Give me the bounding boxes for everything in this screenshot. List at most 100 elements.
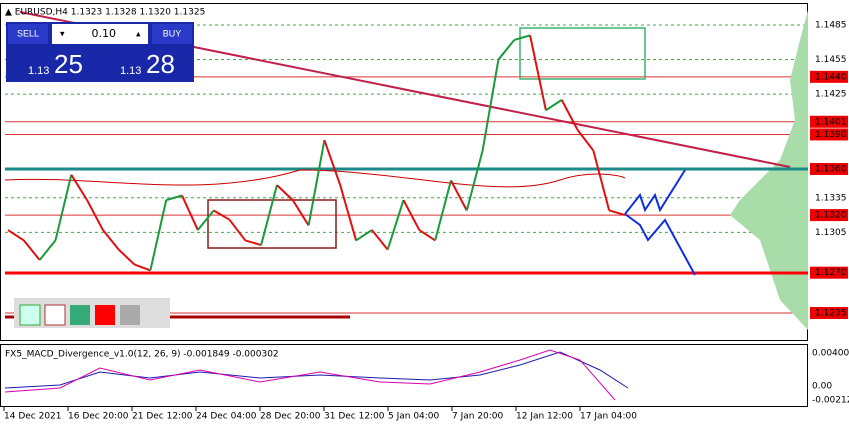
indicator-axis-label: 0.00 [812, 382, 832, 392]
price-segment [165, 194, 183, 202]
forecast-arrow [624, 169, 686, 215]
trade-panel: SELL ▾ ▴ 0.10 BUY 1.13 25 1.13 28 [6, 22, 194, 82]
price-segment [513, 34, 531, 41]
time-label: 7 Jan 20:00 [452, 412, 504, 422]
price-segment [545, 99, 563, 112]
buy-price-big: 1.13 [120, 65, 141, 77]
time-label: 14 Dec 2021 [4, 412, 62, 422]
indicator-frame [0, 344, 808, 407]
price-segment [355, 229, 373, 242]
price-label-bg [810, 266, 848, 279]
buy-label[interactable]: BUY [163, 28, 182, 38]
spin-up[interactable]: ▴ [136, 30, 141, 40]
time-label: 21 Dec 12:00 [132, 412, 193, 422]
time-label: 31 Dec 12:00 [324, 412, 385, 422]
indicator-title: FX5_MACD_Divergence_v1.0(12, 26, 9) -0.0… [5, 350, 279, 360]
price-segment [245, 239, 262, 246]
price-segment [529, 35, 547, 111]
price-label: 1.1390 [815, 130, 847, 140]
price-segment [608, 209, 626, 217]
indicator-axis-label: -0.00212 [812, 396, 849, 406]
price-segment [418, 229, 436, 242]
price-label: 1.1401 [815, 117, 847, 127]
price-segment [197, 209, 215, 231]
volume-input[interactable] [52, 24, 148, 44]
time-label: 16 Dec 20:00 [68, 412, 129, 422]
zone-box [519, 27, 646, 80]
time-label: 12 Jan 12:00 [516, 412, 573, 422]
time-label: 5 Jan 04:00 [388, 412, 440, 422]
forecast-arrow [624, 213, 696, 276]
price-segment [481, 59, 500, 151]
price-segment [434, 180, 452, 241]
moving-average [4, 169, 626, 188]
time-label: 24 Dec 04:00 [196, 412, 257, 422]
price-label: 1.1320 [815, 211, 847, 221]
price-label-bg [810, 163, 848, 175]
tool-button[interactable] [145, 305, 165, 325]
price-segment [7, 229, 25, 242]
price-segment [149, 199, 168, 271]
price-segment [38, 239, 57, 261]
price-segment [181, 195, 199, 231]
spin-down[interactable]: ▾ [60, 30, 65, 40]
symbol-header: ▲ EURUSD,H4 1.1323 1.1328 1.1320 1.1325 [5, 8, 205, 18]
sell-label[interactable]: SELL [17, 28, 39, 38]
price-label-bg [810, 70, 848, 83]
price-label: 1.1360 [815, 165, 847, 175]
time-label: 17 Jan 04:00 [580, 412, 637, 422]
price-label: 1.1440 [815, 72, 847, 82]
price-label: 1.1425 [815, 90, 847, 100]
price-segment [307, 140, 326, 226]
price-segment [560, 99, 579, 131]
price-segment [323, 139, 342, 186]
tool-button[interactable] [120, 305, 140, 325]
price-segment [339, 184, 358, 241]
price-segment [402, 199, 421, 231]
price-segment [86, 199, 104, 231]
price-label: 1.1305 [815, 228, 847, 238]
price-label-bg [810, 307, 848, 319]
price-label-bg [810, 128, 848, 141]
price-segment [592, 150, 611, 211]
price-segment [228, 219, 247, 242]
price-segment [465, 150, 484, 211]
price-segment [102, 229, 120, 251]
tool-button[interactable] [70, 305, 90, 325]
price-label: 1.1270 [815, 268, 847, 278]
price-segment [23, 239, 41, 261]
price-label: 1.1335 [815, 193, 847, 203]
buy-button[interactable] [152, 24, 192, 44]
volume-profile [730, 10, 808, 330]
price-segment [576, 129, 595, 152]
price-segment [450, 180, 468, 211]
price-segment [54, 174, 73, 241]
price-label: 1.1235 [815, 309, 847, 319]
price-segment [291, 199, 310, 226]
buy-price-pips: 28 [146, 49, 175, 79]
price-segment [70, 174, 88, 201]
time-label: 28 Dec 20:00 [260, 412, 321, 422]
tool-button[interactable] [44, 304, 66, 326]
price-label: 1.1455 [815, 55, 847, 65]
price-segment [276, 184, 294, 201]
price-segment [260, 184, 278, 246]
sell-button[interactable] [8, 24, 48, 44]
price-segment [497, 39, 516, 61]
volume-value: 0.10 [92, 27, 117, 40]
price-segment [386, 199, 405, 250]
price-segment [213, 209, 230, 221]
price-label-bg [810, 209, 848, 222]
signal-line [4, 349, 616, 401]
indicator-axis-label: 0.004008 [812, 349, 849, 359]
price-label-bg [810, 115, 848, 128]
tool-button[interactable] [95, 305, 115, 325]
sell-price-big: 1.13 [28, 65, 49, 77]
price-segment [371, 229, 389, 251]
price-label: 1.1485 [815, 21, 847, 31]
price-segment [118, 248, 136, 266]
price-segment [134, 263, 151, 272]
sell-price-pips: 25 [54, 49, 83, 79]
tool-button[interactable] [19, 304, 41, 326]
